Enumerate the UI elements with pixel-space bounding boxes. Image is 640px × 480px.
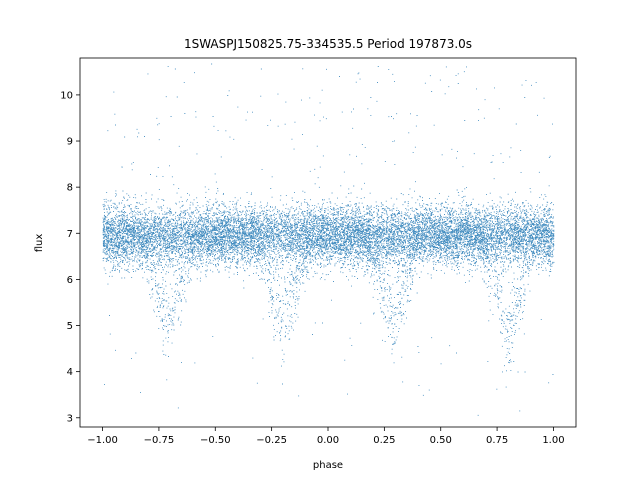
x-tick-label: 0.75	[486, 435, 508, 446]
y-tick-label: 8	[67, 183, 73, 194]
x-tick-label: 0.50	[430, 435, 452, 446]
y-tick-label: 4	[67, 367, 73, 378]
y-tick-label: 6	[67, 275, 73, 286]
x-tick-label: −0.50	[200, 435, 231, 446]
y-tick-label: 7	[67, 229, 73, 240]
y-tick-label: 5	[67, 321, 73, 332]
x-tick-label: 0.25	[373, 435, 395, 446]
y-axis-label: flux	[34, 234, 45, 253]
y-tick-label: 10	[60, 90, 73, 101]
y-tick-label: 3	[67, 413, 73, 424]
x-tick-label: −1.00	[87, 435, 118, 446]
y-tick-label: 9	[67, 137, 73, 148]
data-points	[102, 63, 555, 416]
x-tick-label: 1.00	[542, 435, 564, 446]
chart-title: 1SWASPJ150825.75-334535.5 Period 197873.…	[184, 37, 472, 51]
x-tick-label: −0.75	[144, 435, 175, 446]
y-axis-ticks: 3 4 5 6 7 8 9 10	[60, 90, 80, 424]
x-tick-label: 0.00	[317, 435, 339, 446]
x-axis-ticks: −1.00 −0.75 −0.50 −0.25 0.00 0.25 0.50 0.75 1.00	[87, 427, 565, 446]
scatter-points	[102, 63, 555, 416]
x-tick-label: −0.25	[256, 435, 287, 446]
x-axis-label: phase	[313, 460, 343, 471]
